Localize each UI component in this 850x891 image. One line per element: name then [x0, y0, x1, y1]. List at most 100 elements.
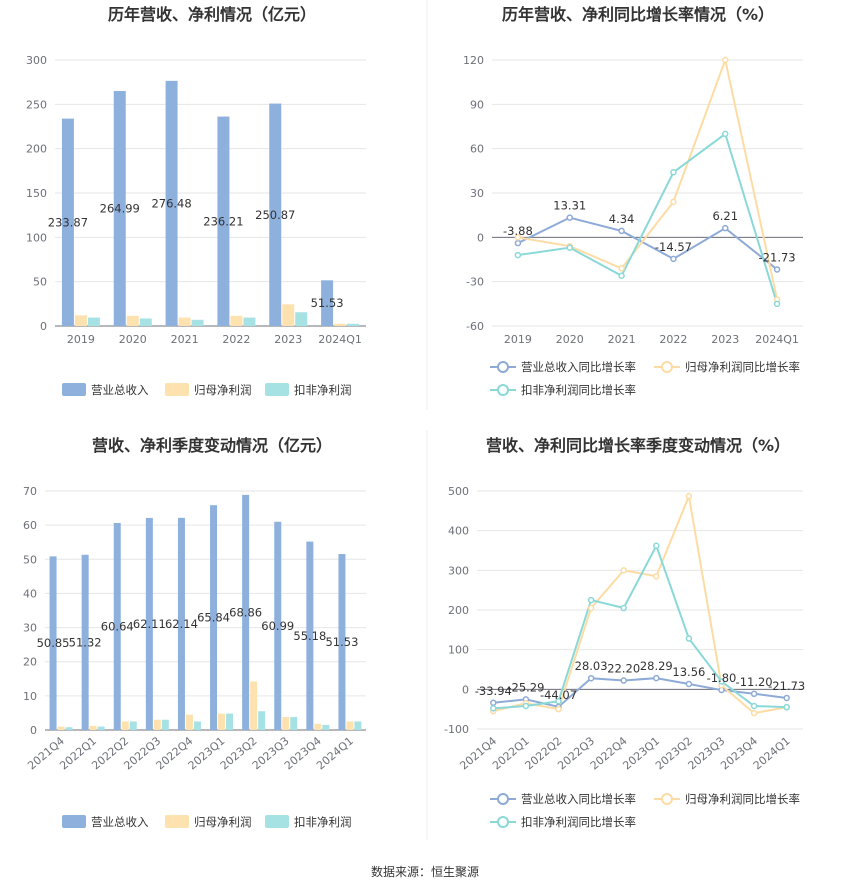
legend-item[interactable]: 营业总收入同比增长率 [490, 360, 636, 374]
data-point [566, 244, 573, 251]
y-tick-label: -30 [466, 276, 484, 289]
x-tick-label: 2024Q1 [314, 734, 356, 772]
legend-swatch [265, 815, 289, 828]
data-label: 51.53 [311, 296, 344, 310]
bar [282, 717, 290, 730]
bar [242, 494, 250, 730]
data-point [670, 169, 677, 176]
series-line [517, 216, 778, 271]
legend-swatch-dot [661, 793, 673, 805]
data-label: -44.07 [540, 688, 577, 702]
y-tick-label: -60 [466, 320, 484, 333]
data-point [718, 678, 725, 685]
y-tick-label: 250 [26, 98, 47, 111]
chart-title: 营收、净利季度变动情况（亿元） [92, 436, 332, 455]
legend-item[interactable]: 归母净利润同比增长率 [654, 360, 800, 374]
legend-item[interactable]: 扣非净利润 [265, 383, 352, 397]
bar [218, 713, 226, 730]
data-point [670, 198, 677, 206]
bar [81, 554, 89, 730]
bar [250, 681, 258, 730]
data-point [750, 690, 758, 698]
legend-swatch-dot [497, 384, 509, 396]
y-tick-label: 30 [23, 622, 37, 635]
data-point [566, 214, 573, 221]
legend-item[interactable]: 营业总收入 [62, 815, 149, 829]
legend-item[interactable]: 归母净利润 [165, 815, 252, 829]
y-tick-label: 40 [23, 587, 37, 600]
data-label: 6.21 [712, 209, 738, 223]
legend-label: 营业总收入 [91, 815, 149, 829]
bar [145, 517, 153, 730]
bar [322, 724, 330, 730]
bar [193, 721, 201, 730]
legend-item[interactable]: 扣非净利润同比增长率 [490, 383, 636, 397]
data-point [750, 709, 758, 717]
bar [243, 317, 256, 326]
y-tick-label: 0 [462, 683, 469, 696]
x-tick-label: 2019 [67, 333, 95, 346]
legend-item[interactable]: 扣非净利润 [265, 815, 352, 829]
data-point [522, 702, 530, 710]
data-label: 62.14 [165, 617, 198, 631]
data-point [514, 251, 522, 259]
y-tick-label: 120 [463, 54, 484, 67]
legend-item[interactable]: 营业总收入同比增长率 [490, 792, 636, 806]
x-tick-label: 2021 [171, 333, 199, 346]
legend-item[interactable]: 营业总收入 [62, 383, 149, 397]
data-point [555, 697, 562, 705]
series-line [517, 56, 779, 300]
data-label: -33.94 [475, 684, 512, 698]
bar [178, 317, 191, 326]
y-tick-label: 60 [470, 143, 484, 156]
bar [65, 727, 73, 730]
y-tick-label: 60 [23, 519, 37, 532]
x-tick-label: 2024Q1 [751, 734, 793, 772]
x-tick-label: 2024Q1 [755, 333, 799, 346]
bar [347, 323, 360, 326]
data-point [653, 542, 660, 549]
data-point [587, 674, 595, 682]
data-label: 4.34 [609, 212, 635, 226]
y-tick-label: 100 [448, 644, 469, 657]
legend-swatch [265, 383, 289, 396]
x-tick-label: 2022 [222, 333, 250, 346]
data-point [685, 635, 693, 642]
y-tick-label: -100 [444, 723, 469, 736]
bar [57, 726, 65, 730]
legend-label: 营业总收入同比增长率 [521, 360, 636, 374]
data-label: 22.20 [607, 662, 640, 676]
data-label: 50.85 [37, 636, 70, 650]
bar [139, 318, 152, 326]
data-point [514, 234, 522, 241]
data-point [773, 266, 781, 273]
bar [49, 556, 57, 730]
series-line [493, 492, 787, 715]
legend-item[interactable]: 扣非净利润同比增长率 [490, 815, 636, 829]
y-tick-label: 10 [23, 690, 37, 703]
data-label: 236.21 [203, 214, 243, 228]
bar [290, 717, 298, 730]
y-tick-label: 20 [23, 656, 37, 669]
bar [314, 723, 322, 730]
data-label: -25.29 [507, 680, 544, 694]
chart-title: 营收、净利同比增长率季度变动情况（%） [486, 436, 790, 455]
data-point [514, 239, 522, 247]
bar [153, 719, 161, 730]
chart-4: 营收、净利同比增长率季度变动情况（%） -100 0 100 200 300 400 500 2… [444, 436, 805, 829]
bar [269, 103, 282, 326]
bar [74, 315, 87, 326]
x-tick-label: 2024Q1 [318, 333, 362, 346]
legend-item[interactable]: 归母净利润 [165, 383, 252, 397]
data-point [783, 703, 790, 711]
bar [306, 541, 314, 730]
data-label: 51.53 [325, 635, 358, 649]
legend-swatch-dot [661, 361, 673, 373]
legend-label: 扣非净利润 [294, 383, 352, 397]
chart-title: 历年营收、净利情况（亿元） [108, 5, 316, 24]
legend-item[interactable]: 归母净利润同比增长率 [654, 792, 800, 806]
data-point [722, 224, 729, 232]
data-label: -1.80 [707, 671, 737, 685]
data-label: 62.11 [133, 617, 166, 631]
data-label: 13.31 [553, 199, 586, 213]
